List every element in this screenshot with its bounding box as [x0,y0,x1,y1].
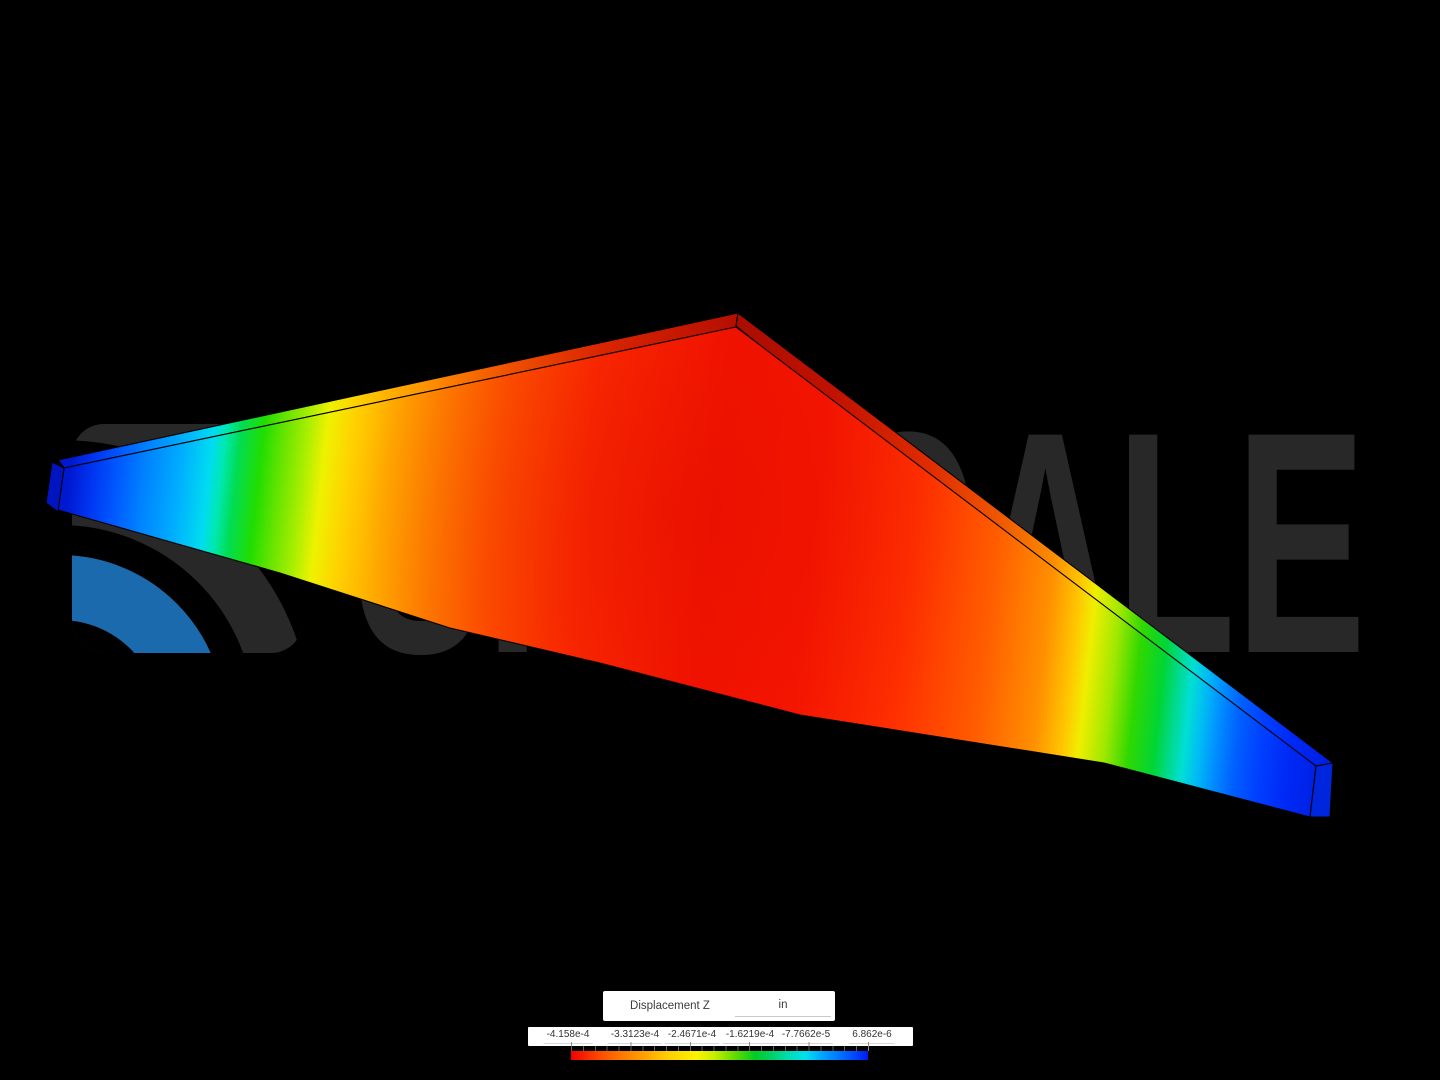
wing-right-tip-face[interactable] [1309,762,1334,818]
legend-tick-min[interactable]: -4.158e-4 [543,1028,593,1044]
legend-unit-field[interactable]: in [735,994,831,1017]
legend-field-name: Displacement Z [630,1000,710,1012]
colorbar-minor-ticks [571,1046,868,1051]
legend-tick-max[interactable]: 6.862e-6 [849,1028,895,1044]
legend-title-box: Displacement Z in [603,991,835,1021]
colorbar-gradient [571,1051,868,1060]
wing-left-tip-face[interactable] [45,461,65,513]
wing-model[interactable] [45,312,1334,818]
